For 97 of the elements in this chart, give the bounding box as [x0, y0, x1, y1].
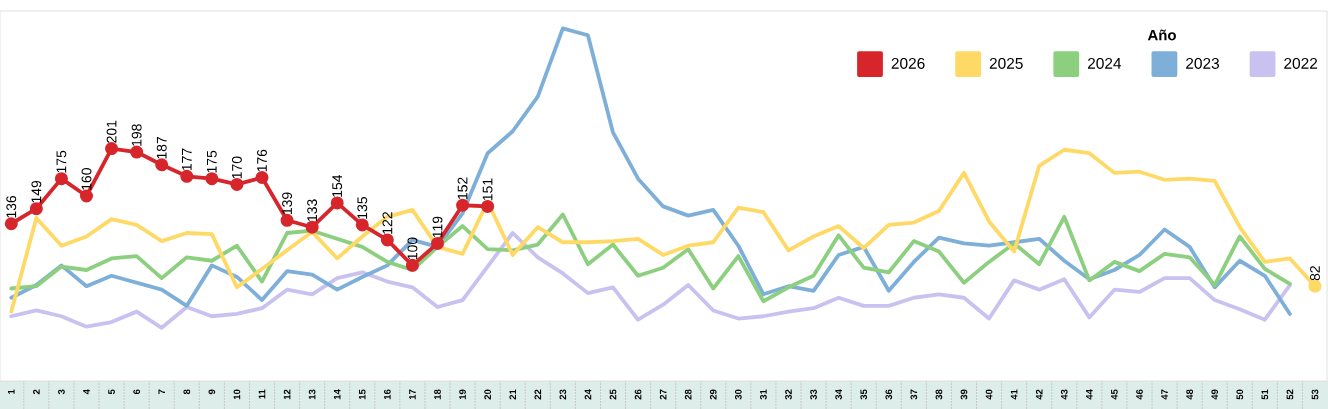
x-tick-label: 37 — [910, 389, 918, 400]
x-tick-label: 28 — [684, 389, 692, 400]
x-tick-label: 26 — [634, 389, 642, 400]
x-tick-label: 43 — [1060, 389, 1068, 400]
data-label: 170 — [231, 156, 242, 179]
x-tick-label: 49 — [1211, 389, 1219, 400]
x-tick-label: 24 — [584, 389, 592, 400]
point — [355, 218, 369, 232]
data-label: 133 — [307, 199, 318, 221]
x-tick-label: 35 — [860, 389, 868, 400]
x-tick-label: 50 — [1236, 389, 1244, 400]
x-tick-label: 12 — [283, 389, 291, 400]
x-tick-label: 48 — [1186, 389, 1193, 400]
x-tick-label: 32 — [785, 389, 792, 400]
x-tick-label: 33 — [810, 389, 817, 400]
point — [155, 158, 169, 172]
point — [205, 172, 219, 186]
x-tick-label: 11 — [258, 389, 266, 399]
x-tick-label: 18 — [434, 389, 441, 400]
x-tick-label: 15 — [358, 389, 366, 400]
x-tick-label: 13 — [308, 389, 316, 400]
data-label: 151 — [482, 178, 493, 201]
point — [54, 172, 68, 186]
point — [330, 196, 344, 210]
x-tick-label: 25 — [609, 389, 617, 400]
point — [305, 220, 319, 234]
x-tick-label: 52 — [1286, 389, 1294, 400]
data-label: 198 — [131, 124, 142, 146]
x-tick-label: 22 — [534, 389, 542, 400]
point — [456, 198, 470, 212]
data-label: 201 — [106, 120, 117, 143]
x-tick-label: 27 — [659, 389, 667, 400]
x-tick-label: 53 — [1311, 389, 1319, 400]
legend-label: 2023 — [1186, 57, 1219, 69]
x-tick-label: 8 — [183, 389, 191, 395]
point — [130, 145, 144, 159]
x-tick-label: 14 — [333, 389, 341, 400]
data-label: 135 — [357, 197, 368, 219]
x-tick-label: 23 — [559, 389, 567, 400]
data-label: 187 — [156, 137, 167, 159]
x-tick-label: 45 — [1111, 389, 1118, 400]
point — [79, 189, 93, 203]
x-tick-label: 29 — [709, 389, 717, 400]
x-tick-label: 38 — [935, 389, 943, 400]
x-tick-label: 5 — [108, 389, 115, 395]
x-tick-label: 51 — [1261, 389, 1269, 400]
x-tick-label: 2 — [33, 389, 40, 395]
point — [105, 142, 119, 156]
data-label: 136 — [6, 195, 17, 218]
x-tick-label: 44 — [1086, 389, 1093, 400]
data-label: 119 — [432, 216, 443, 238]
point — [405, 258, 419, 272]
x-tick-label: 47 — [1161, 389, 1168, 400]
x-tick-label: 31 — [760, 389, 767, 400]
x-tick-label: 46 — [1136, 389, 1143, 400]
point — [180, 169, 194, 183]
data-label: 160 — [81, 168, 92, 190]
data-label: 152 — [457, 177, 468, 199]
legend-title: Año — [1147, 29, 1176, 41]
data-label: 175 — [56, 150, 67, 173]
point — [280, 213, 294, 227]
x-tick-label: 9 — [208, 389, 216, 395]
data-label: 100 — [407, 237, 418, 260]
legend-label: 2025 — [989, 57, 1023, 69]
x-tick-label: 42 — [1035, 389, 1043, 400]
data-label: 122 — [382, 212, 393, 234]
x-tick-label: 34 — [835, 389, 842, 400]
x-tick-label: 30 — [734, 389, 742, 400]
x-tick-label: 20 — [484, 389, 491, 400]
data-label: 175 — [206, 150, 217, 173]
x-tick-label: 39 — [960, 389, 968, 400]
x-tick-label: 36 — [885, 389, 893, 400]
point — [255, 171, 269, 184]
x-tick-label: 19 — [459, 389, 466, 400]
x-tick-label: 1 — [8, 389, 15, 394]
x-tick-label: 7 — [158, 389, 165, 395]
x-tick-label: 4 — [83, 389, 90, 395]
x-tick-label: 10 — [233, 389, 241, 400]
data-label: 154 — [332, 174, 343, 197]
point — [4, 217, 18, 231]
x-tick-label: 40 — [985, 389, 993, 400]
legend-label: 2026 — [891, 57, 925, 69]
legend-label: 2024 — [1087, 57, 1122, 69]
data-label: 149 — [31, 180, 42, 203]
data-label: 82 — [1310, 266, 1320, 281]
point — [29, 202, 43, 216]
x-tick-label: 6 — [133, 389, 140, 395]
data-label: 177 — [181, 148, 192, 171]
x-tick-label: 3 — [58, 389, 65, 395]
data-label: 139 — [282, 192, 293, 215]
point — [380, 233, 394, 247]
legend-label: 2022 — [1284, 57, 1318, 69]
x-tick-label: 21 — [509, 389, 517, 400]
data-label: 176 — [257, 149, 267, 172]
x-tick-label: 41 — [1010, 389, 1018, 400]
x-tick-label: 16 — [384, 389, 391, 400]
x-tick-label: 17 — [409, 389, 416, 400]
